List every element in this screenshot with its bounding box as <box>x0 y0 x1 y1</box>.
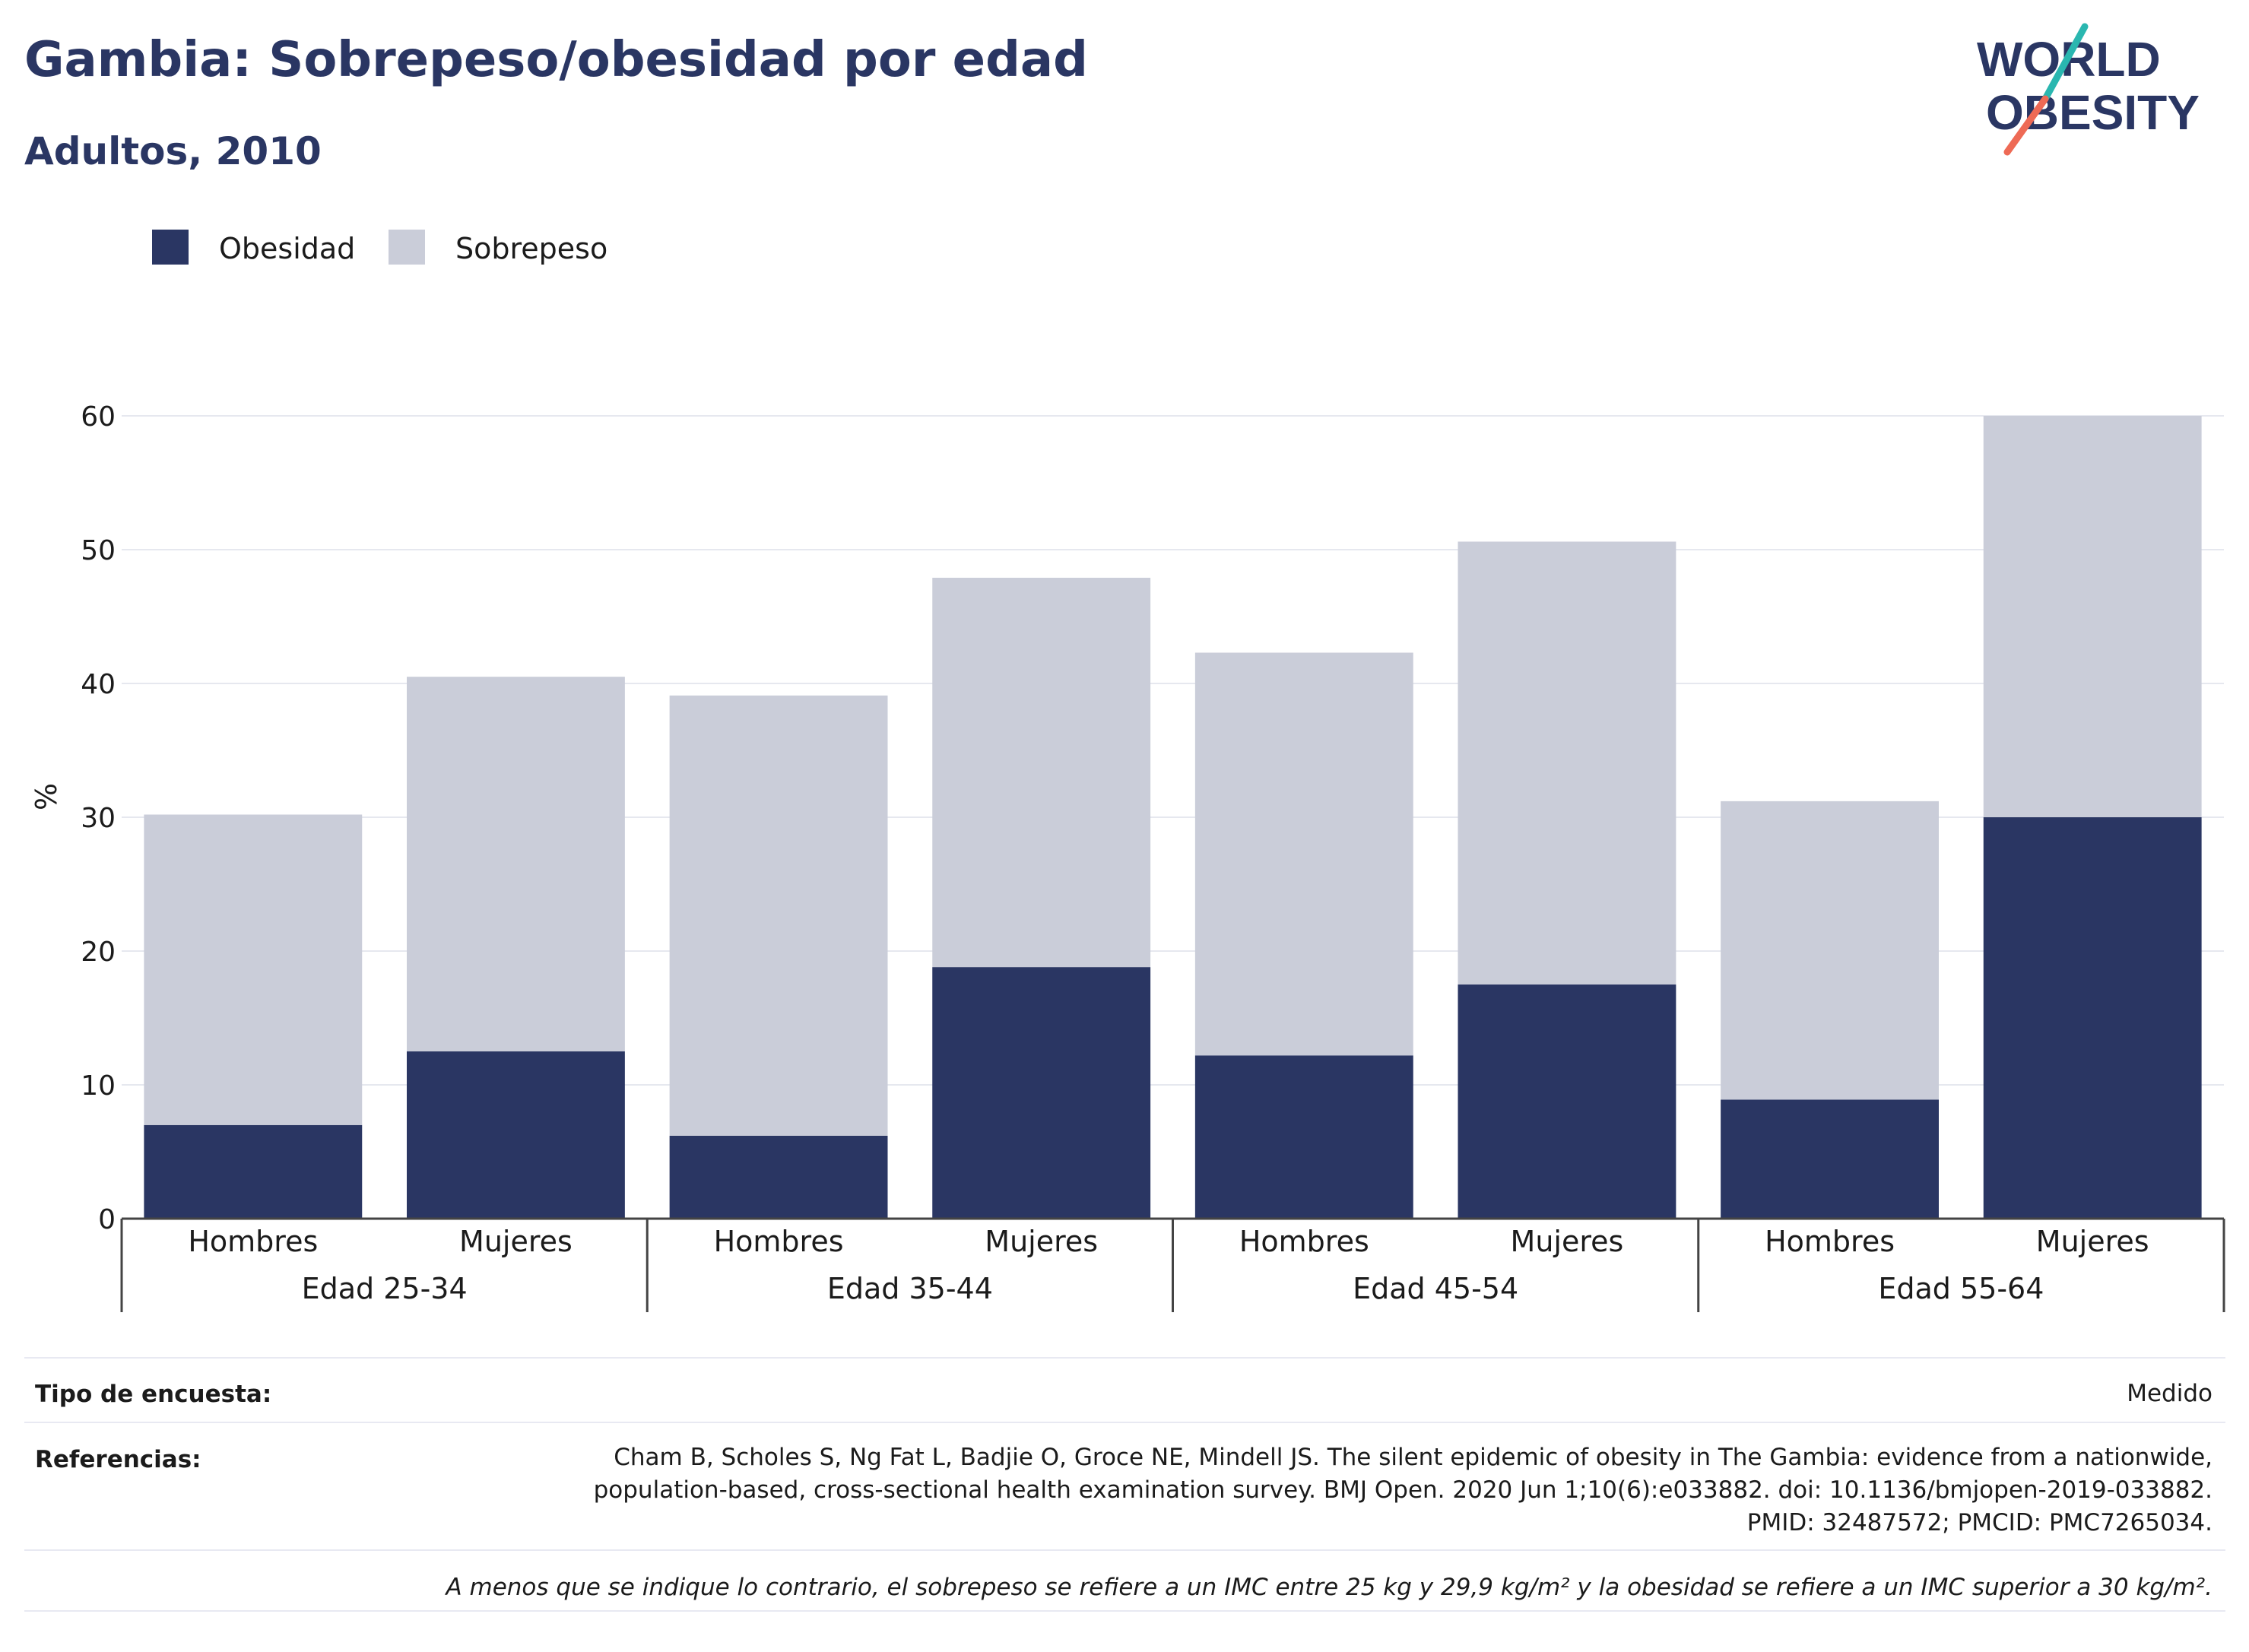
bar-obesidad <box>669 1135 888 1219</box>
survey-type-label: Tipo de encuesta: <box>35 1381 272 1408</box>
bar-obesidad <box>1721 1099 1939 1219</box>
legend-label: Obesidad <box>219 232 355 265</box>
chart-title: Gambia: Sobrepeso/obesidad por edad <box>24 32 1088 88</box>
y-tick-label: 20 <box>81 937 116 968</box>
references-text: Cham B, Scholes S, Ng Fat L, Badjie O, G… <box>593 1444 2213 1536</box>
logo-slash-lower <box>2003 95 2049 156</box>
bar-obesidad <box>932 967 1151 1219</box>
y-tick-label: 40 <box>81 669 116 700</box>
footer-divider <box>24 1357 2225 1359</box>
bar-obesidad <box>1983 817 2202 1219</box>
bar-obesidad <box>1194 1055 1413 1219</box>
bar-sobrepeso <box>1983 416 2202 817</box>
bar-sobrepeso <box>932 577 1151 968</box>
group-label: Edad 35-44 <box>827 1272 993 1305</box>
bar-obesidad <box>407 1051 625 1219</box>
y-axis-label: % <box>30 783 63 810</box>
x-tick-label: Mujeres <box>985 1225 1098 1258</box>
bar-obesidad <box>144 1124 363 1219</box>
y-tick-label: 0 <box>98 1204 116 1235</box>
footer-divider <box>24 1610 2225 1612</box>
y-tick-label: 10 <box>81 1070 116 1102</box>
legend-swatch-sobrepeso <box>389 230 425 265</box>
group-label: Edad 25-34 <box>302 1272 468 1305</box>
bar-sobrepeso <box>1194 652 1413 1056</box>
bar-sobrepeso <box>669 695 888 1136</box>
bar-sobrepeso <box>1721 801 1939 1100</box>
footer-divider <box>24 1549 2225 1551</box>
legend-label: Sobrepeso <box>455 232 607 265</box>
x-tick-label: Hombres <box>1765 1225 1895 1258</box>
chart-subtitle: Adultos, 2010 <box>24 129 322 173</box>
y-tick-label: 60 <box>81 401 116 433</box>
group-label: Edad 45-54 <box>1353 1272 1518 1305</box>
definition-note: A menos que se indique lo contrario, el … <box>446 1574 2213 1601</box>
x-tick-label: Mujeres <box>459 1225 573 1258</box>
y-tick-label: 30 <box>81 803 116 834</box>
stacked-bar-chart: Obesidad Sobrepeso 0 10 20 30 40 50 60% Hombres Mu… <box>30 230 2225 1312</box>
references-label: Referencias: <box>35 1446 201 1473</box>
bar-sobrepeso <box>407 677 625 1051</box>
world-obesity-logo: WORLD OBESITY <box>1977 23 2200 156</box>
bar-obesidad <box>1458 985 1676 1219</box>
bar-sobrepeso <box>144 814 363 1125</box>
x-tick-label: Hombres <box>188 1225 318 1258</box>
x-tick-label: Hombres <box>714 1225 844 1258</box>
bar-sobrepeso <box>1458 541 1676 985</box>
x-tick-label: Mujeres <box>2036 1225 2149 1258</box>
x-tick-label: Hombres <box>1239 1225 1369 1258</box>
y-tick-label: 50 <box>81 535 116 566</box>
x-tick-label: Mujeres <box>1511 1225 1624 1258</box>
group-label: Edad 55-64 <box>1878 1272 2044 1305</box>
logo-slash-upper <box>2041 23 2089 103</box>
footer-divider <box>24 1422 2225 1423</box>
legend-swatch-obesidad <box>152 230 189 265</box>
survey-type-value: Medido <box>2127 1380 2213 1407</box>
